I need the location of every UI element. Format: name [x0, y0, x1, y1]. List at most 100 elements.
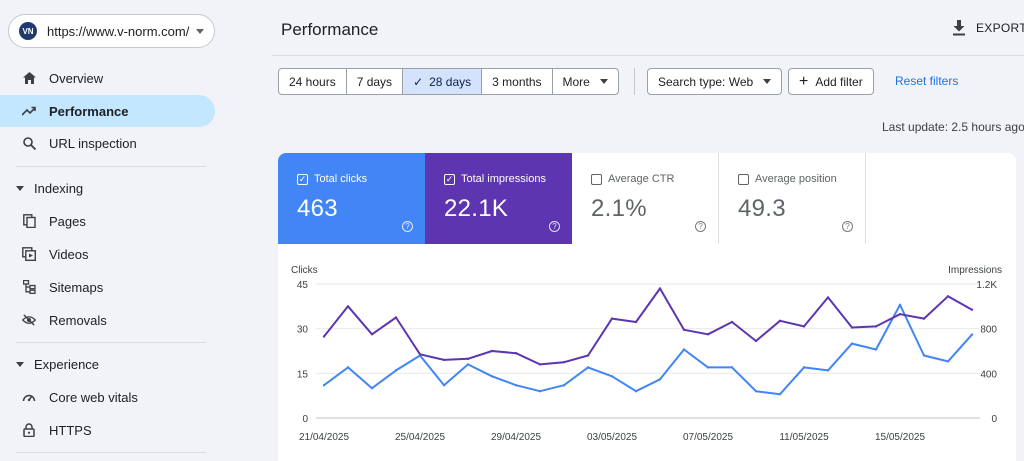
sidebar-item-label: Pages: [49, 213, 86, 229]
metric-card-total-impressions[interactable]: ✓ Total impressions 22.1K ?: [425, 153, 572, 244]
data-point: [826, 369, 830, 372]
help-icon[interactable]: ?: [549, 221, 560, 232]
sidebar-item-removals[interactable]: Removals: [0, 304, 215, 336]
data-point: [922, 354, 926, 357]
plus-icon: +: [799, 72, 809, 90]
data-point: [442, 384, 446, 387]
data-point: [682, 328, 686, 331]
property-url: https://www.v-norm.com/: [47, 23, 190, 39]
x-tick-label: 29/04/2025: [491, 432, 541, 443]
filter-separator: [634, 68, 635, 95]
reset-filters-link[interactable]: Reset filters: [895, 74, 959, 88]
sidebar-item-sitemaps[interactable]: Sitemaps: [0, 271, 215, 303]
search-type-dropdown[interactable]: Search type: Web: [647, 68, 783, 95]
data-point: [394, 316, 398, 319]
data-point: [658, 378, 662, 381]
right-tick-label: 400: [980, 369, 997, 380]
data-point: [490, 349, 494, 353]
right-tick-label: 1.2K: [976, 280, 997, 291]
data-point: [850, 342, 854, 345]
help-icon[interactable]: ?: [695, 221, 706, 232]
sidebar-item-videos[interactable]: Videos: [0, 238, 215, 270]
sidebar-item-label: HTTPS: [49, 422, 92, 438]
checkbox-checked-icon[interactable]: ✓: [444, 173, 455, 185]
search-icon: [22, 136, 36, 150]
checkbox-unchecked-icon[interactable]: [738, 173, 749, 185]
series-line-clicks: [323, 303, 973, 396]
sidebar-item-label: Overview: [49, 70, 104, 86]
export-label: EXPORT: [976, 21, 1024, 35]
metric-label: Average position: [755, 173, 837, 185]
data-point: [418, 353, 422, 356]
data-point: [922, 317, 926, 320]
range-24-hours[interactable]: 24 hours: [279, 69, 347, 94]
range-3-months[interactable]: 3 months: [482, 69, 553, 94]
sidebar-item-url-inspection[interactable]: URL inspection: [0, 127, 215, 159]
download-icon: [953, 20, 965, 36]
last-update-text: Last update: 2.5 hours ago: [882, 120, 1024, 134]
data-point: [898, 312, 902, 316]
sidebar-item-label: Sitemaps: [49, 279, 104, 295]
section-label: Experience: [34, 356, 100, 372]
data-point: [562, 360, 566, 364]
left-tick-label: 30: [297, 325, 309, 336]
data-point: [562, 384, 566, 387]
metric-label: Average CTR: [608, 173, 675, 185]
export-button[interactable]: EXPORT: [952, 20, 1024, 36]
sidebar-item-performance[interactable]: Performance: [0, 95, 215, 127]
data-point: [754, 339, 758, 343]
property-logo-icon: VN: [19, 22, 37, 40]
performance-chart[interactable]: Clicks Impressions 45 1.2K 30 800 15 400 0 0 21…: [282, 258, 1012, 461]
sidebar-item-overview[interactable]: Overview: [0, 62, 215, 94]
x-tick-label: 07/05/2025: [683, 432, 733, 443]
metric-card-average-ctr[interactable]: Average CTR 2.1% ?: [572, 153, 719, 244]
range-label: 28 days: [429, 74, 472, 89]
help-icon[interactable]: ?: [402, 221, 413, 232]
property-selector[interactable]: VN https://www.v-norm.com/: [8, 14, 215, 48]
caret-down-icon: [16, 361, 24, 367]
data-point: [466, 357, 470, 361]
range-more-dropdown[interactable]: More: [553, 69, 618, 94]
metric-value: 2.1%: [591, 195, 647, 222]
data-point: [346, 366, 350, 369]
check-icon: ✓: [413, 74, 424, 89]
data-point: [730, 366, 734, 369]
date-range-group: 24 hours 7 days ✓ 28 days 3 months More: [278, 68, 619, 95]
data-point: [706, 333, 710, 336]
add-filter-button[interactable]: + Add filter: [788, 68, 874, 95]
sidebar-item-pages[interactable]: Pages: [0, 205, 215, 237]
data-point: [706, 366, 710, 369]
sidebar-item-label: Videos: [49, 246, 89, 262]
sidebar-item-label: Core web vitals: [49, 389, 138, 405]
lock-icon: [22, 423, 36, 437]
metric-card-average-position[interactable]: Average position 49.3 ?: [719, 153, 866, 244]
data-point: [826, 296, 830, 299]
data-point: [394, 369, 398, 372]
sidebar: VN https://www.v-norm.com/ Overview Perf…: [0, 0, 225, 461]
data-point: [802, 325, 806, 328]
sidebar-item-core-web-vitals[interactable]: Core web vitals: [0, 381, 215, 413]
checkbox-checked-icon[interactable]: ✓: [297, 173, 308, 185]
section-indexing[interactable]: Indexing: [0, 176, 83, 200]
data-point: [946, 295, 950, 298]
left-tick-label: 15: [297, 369, 309, 380]
range-28-days[interactable]: ✓ 28 days: [403, 69, 483, 94]
metric-card-total-clicks[interactable]: ✓ Total clicks 463 ?: [278, 153, 425, 244]
section-experience[interactable]: Experience: [0, 352, 99, 376]
right-axis-label: Impressions: [948, 265, 1002, 276]
data-point: [658, 287, 662, 290]
data-point: [970, 333, 974, 336]
range-label: 24 hours: [289, 74, 336, 89]
chevron-down-icon: [196, 28, 204, 34]
header-divider: [272, 55, 1024, 56]
divider: [16, 452, 206, 453]
sidebar-item-https[interactable]: HTTPS: [0, 414, 215, 446]
help-icon[interactable]: ?: [842, 221, 853, 232]
data-point: [322, 335, 326, 338]
range-7-days[interactable]: 7 days: [347, 69, 404, 94]
data-point: [970, 308, 974, 311]
checkbox-unchecked-icon[interactable]: [591, 173, 602, 185]
divider: [16, 342, 206, 343]
series-line-impressions: [323, 287, 973, 366]
left-axis-label: Clicks: [291, 265, 318, 276]
